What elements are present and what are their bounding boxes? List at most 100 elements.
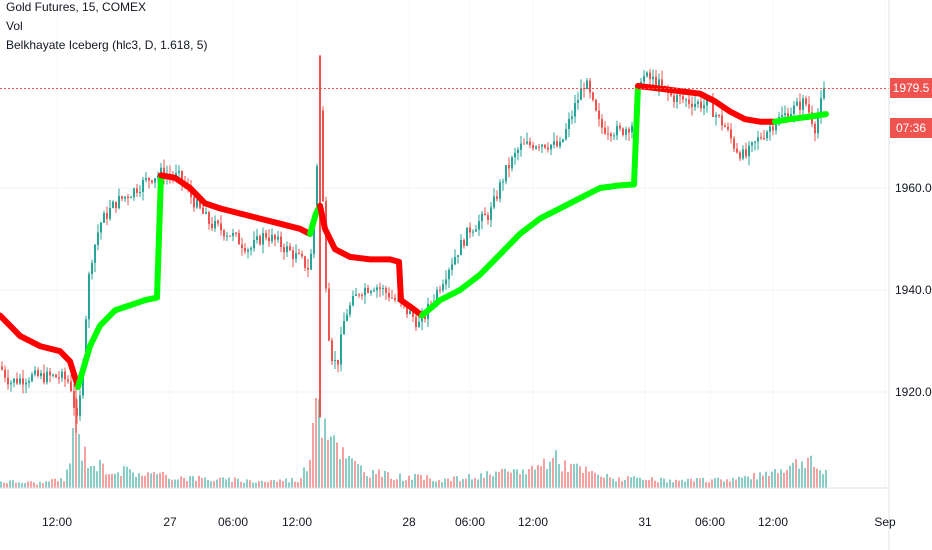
volume-bar bbox=[171, 479, 173, 488]
candle-body bbox=[46, 371, 48, 383]
candle-body bbox=[820, 98, 822, 116]
candle-body bbox=[754, 141, 756, 143]
candle-body bbox=[814, 123, 816, 134]
volume-bar bbox=[558, 464, 560, 488]
volume-bar bbox=[588, 471, 590, 488]
candle-body bbox=[562, 139, 564, 142]
candle-body bbox=[235, 232, 237, 234]
candle-body bbox=[325, 201, 327, 289]
candle-body bbox=[121, 196, 123, 199]
volume-bar bbox=[573, 463, 575, 488]
candle-body bbox=[178, 171, 180, 173]
volume-bar bbox=[777, 473, 779, 488]
candle-body bbox=[694, 103, 696, 108]
price-axis[interactable]: 1960.0 1940.0 1920.0 bbox=[895, 181, 932, 399]
volume-bar bbox=[42, 483, 44, 488]
candle-body bbox=[61, 371, 63, 378]
volume-bar bbox=[102, 463, 104, 488]
volume-bar bbox=[636, 477, 638, 488]
volume-bar bbox=[516, 469, 518, 488]
candle-body bbox=[283, 247, 285, 253]
candle-body bbox=[643, 76, 645, 82]
volume-bar bbox=[477, 479, 479, 488]
candle-body bbox=[289, 246, 291, 251]
candle-body bbox=[22, 378, 24, 385]
time-axis[interactable]: 12:00 27 06:00 12:00 28 06:00 12:00 31 06:00 12:0… bbox=[42, 515, 896, 529]
candle-body bbox=[544, 144, 546, 148]
volume-bar bbox=[531, 465, 533, 488]
volume-bar bbox=[504, 468, 506, 488]
volume-bar bbox=[210, 481, 212, 488]
time-tick-label: 31 bbox=[638, 515, 652, 529]
volume-bar bbox=[48, 481, 50, 488]
volume-bar bbox=[126, 466, 128, 488]
candle-body bbox=[343, 320, 345, 335]
candle-body bbox=[88, 274, 90, 320]
candle-body bbox=[142, 179, 144, 192]
volume-bar bbox=[36, 484, 38, 488]
time-tick-label: 06:00 bbox=[455, 515, 485, 529]
volume-bar bbox=[759, 472, 761, 488]
candle-body bbox=[265, 232, 267, 238]
volume-bar bbox=[231, 482, 233, 488]
candle-body bbox=[43, 373, 45, 383]
candle-body bbox=[268, 237, 270, 242]
candle-body bbox=[145, 177, 147, 180]
candle-body bbox=[304, 256, 306, 268]
volume-bar bbox=[705, 482, 707, 488]
volume-bar bbox=[249, 480, 251, 488]
volume-bar bbox=[753, 473, 755, 488]
volume-bar bbox=[114, 473, 116, 488]
candle-body bbox=[37, 370, 39, 377]
volume-bar bbox=[513, 469, 515, 488]
volume-bar bbox=[288, 482, 290, 488]
candle-body bbox=[559, 141, 561, 147]
candle-body bbox=[679, 95, 681, 97]
last-price-tag: 1979.5 bbox=[890, 78, 932, 98]
volume-bar bbox=[669, 479, 671, 488]
band-segment-down bbox=[635, 83, 778, 125]
candle-body bbox=[271, 234, 273, 242]
iceberg-indicator-label[interactable]: Belkhayate Iceberg (hlc3, D, 1.618, 5) bbox=[6, 38, 208, 52]
candle-body bbox=[361, 295, 363, 297]
price-tick-label: 1960.0 bbox=[895, 181, 932, 195]
volume-bar bbox=[600, 476, 602, 488]
volume-bar bbox=[429, 478, 431, 488]
candle-body bbox=[355, 294, 357, 296]
volume-bar bbox=[675, 479, 677, 488]
volume-bar bbox=[72, 428, 74, 488]
candle-body bbox=[493, 196, 495, 208]
volume-bar bbox=[339, 459, 341, 488]
candle-body bbox=[748, 145, 750, 157]
volume-bar bbox=[294, 481, 296, 488]
candle-body bbox=[586, 80, 588, 89]
volume-bar bbox=[414, 473, 416, 488]
candle-body bbox=[469, 227, 471, 233]
volume-bar bbox=[702, 477, 704, 488]
volume-bar bbox=[621, 481, 623, 488]
symbol-title[interactable]: Gold Futures, 15, COMEX bbox=[6, 0, 147, 14]
candle-body bbox=[697, 101, 699, 104]
volume-bar bbox=[618, 477, 620, 488]
candle-body bbox=[499, 182, 501, 199]
candle-body bbox=[505, 165, 507, 182]
volume-indicator-label[interactable]: Vol bbox=[6, 19, 23, 33]
volume-bar bbox=[135, 476, 137, 488]
candle-body bbox=[772, 126, 774, 131]
candle-body bbox=[205, 212, 207, 214]
candle-body bbox=[556, 141, 558, 147]
candle-body bbox=[727, 126, 729, 130]
candle-body bbox=[721, 115, 723, 126]
volume-bar bbox=[690, 478, 692, 488]
candle-body bbox=[280, 236, 282, 248]
candle-body bbox=[601, 119, 603, 128]
candle-body bbox=[79, 395, 81, 416]
volume-bar bbox=[54, 478, 56, 488]
volume-bar bbox=[408, 475, 410, 488]
candle-body bbox=[115, 201, 117, 209]
volume-bar bbox=[747, 476, 749, 488]
volume-bar bbox=[198, 475, 200, 488]
candle-body bbox=[802, 98, 804, 110]
volume-bar bbox=[417, 474, 419, 488]
